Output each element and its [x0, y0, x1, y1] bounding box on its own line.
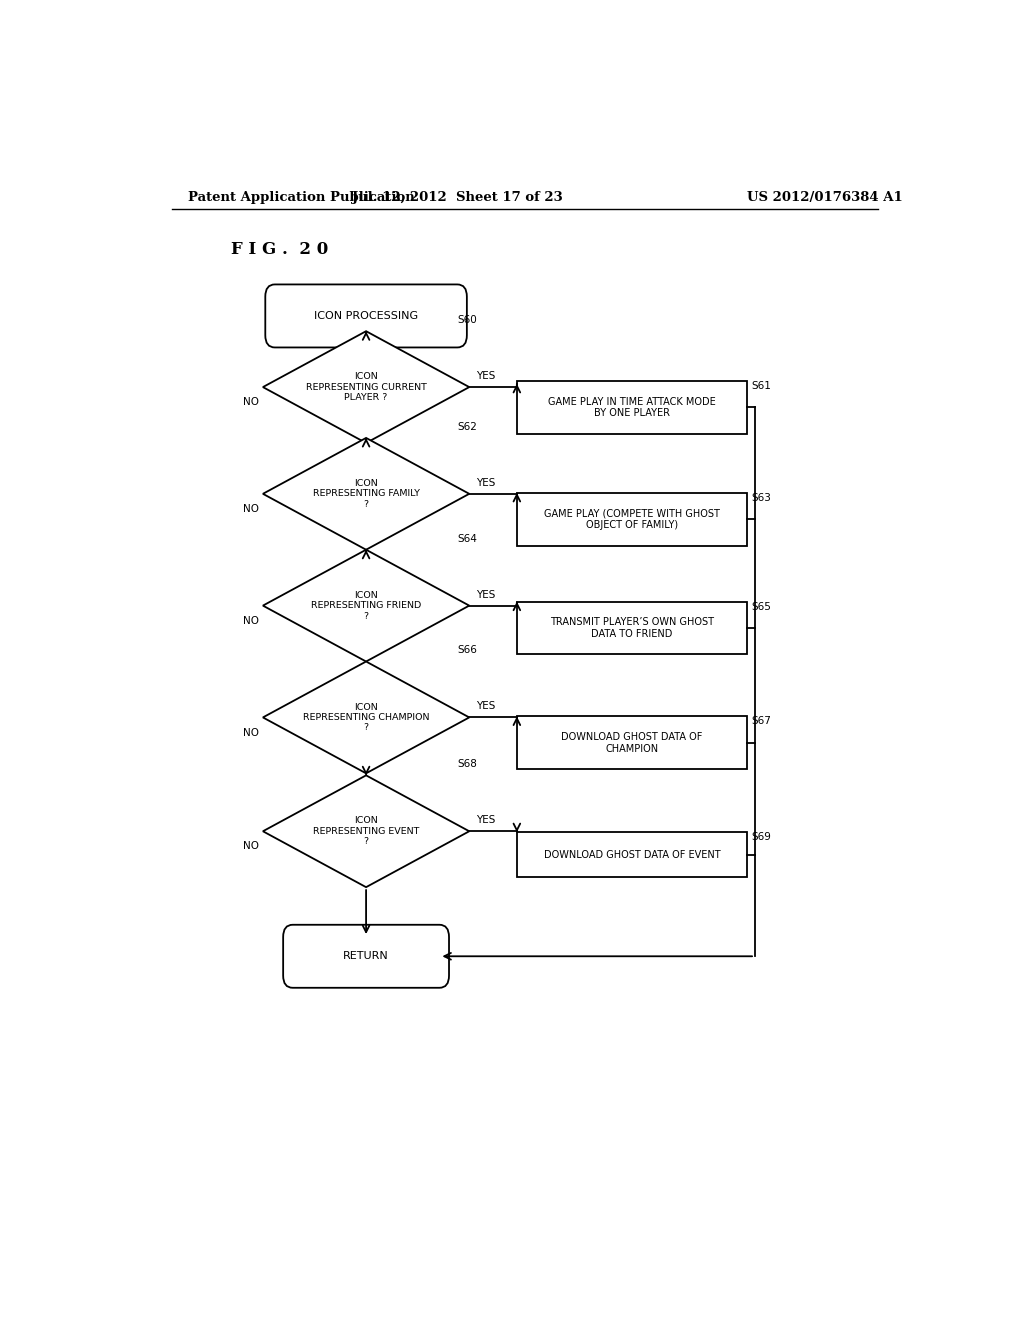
- Polygon shape: [263, 331, 469, 444]
- Text: YES: YES: [475, 590, 495, 599]
- Text: RETURN: RETURN: [343, 952, 389, 961]
- Text: S69: S69: [751, 833, 771, 842]
- Text: NO: NO: [243, 504, 259, 513]
- FancyBboxPatch shape: [265, 284, 467, 347]
- Text: NO: NO: [243, 841, 259, 851]
- Bar: [517, 492, 748, 545]
- Text: YES: YES: [475, 701, 495, 711]
- Polygon shape: [263, 661, 469, 774]
- Polygon shape: [263, 549, 469, 661]
- Text: S62: S62: [458, 422, 477, 432]
- Text: NO: NO: [243, 727, 259, 738]
- Bar: [517, 381, 748, 434]
- Text: NO: NO: [243, 397, 259, 408]
- Text: DOWNLOAD GHOST DATA OF
CHAMPION: DOWNLOAD GHOST DATA OF CHAMPION: [561, 733, 702, 754]
- Text: ICON
REPRESENTING CHAMPION
?: ICON REPRESENTING CHAMPION ?: [303, 702, 429, 733]
- Bar: [517, 717, 748, 770]
- Bar: [517, 602, 748, 655]
- Text: F I G .  2 0: F I G . 2 0: [231, 242, 329, 259]
- Bar: [517, 833, 748, 876]
- Text: YES: YES: [475, 816, 495, 825]
- Text: Patent Application Publication: Patent Application Publication: [187, 190, 415, 203]
- Text: S61: S61: [751, 381, 771, 391]
- Text: S68: S68: [458, 759, 477, 770]
- Text: ICON
REPRESENTING CURRENT
PLAYER ?: ICON REPRESENTING CURRENT PLAYER ?: [305, 372, 427, 403]
- Text: S63: S63: [751, 492, 771, 503]
- Text: S66: S66: [458, 645, 477, 656]
- Text: DOWNLOAD GHOST DATA OF EVENT: DOWNLOAD GHOST DATA OF EVENT: [544, 850, 720, 859]
- Text: S65: S65: [751, 602, 771, 611]
- Text: YES: YES: [475, 478, 495, 487]
- Text: S64: S64: [458, 533, 477, 544]
- Text: Jul. 12, 2012  Sheet 17 of 23: Jul. 12, 2012 Sheet 17 of 23: [352, 190, 563, 203]
- FancyBboxPatch shape: [284, 925, 449, 987]
- Text: NO: NO: [243, 615, 259, 626]
- Polygon shape: [263, 438, 469, 549]
- Text: ICON PROCESSING: ICON PROCESSING: [314, 312, 418, 321]
- Text: TRANSMIT PLAYER’S OWN GHOST
DATA TO FRIEND: TRANSMIT PLAYER’S OWN GHOST DATA TO FRIE…: [550, 618, 714, 639]
- Text: S67: S67: [751, 717, 771, 726]
- Text: S60: S60: [458, 315, 477, 325]
- Text: US 2012/0176384 A1: US 2012/0176384 A1: [748, 190, 903, 203]
- Text: YES: YES: [475, 371, 495, 381]
- Text: ICON
REPRESENTING FRIEND
?: ICON REPRESENTING FRIEND ?: [311, 591, 421, 620]
- Polygon shape: [263, 775, 469, 887]
- Text: GAME PLAY IN TIME ATTACK MODE
BY ONE PLAYER: GAME PLAY IN TIME ATTACK MODE BY ONE PLA…: [548, 396, 716, 418]
- Text: ICON
REPRESENTING EVENT
?: ICON REPRESENTING EVENT ?: [313, 816, 419, 846]
- Text: GAME PLAY (COMPETE WITH GHOST
OBJECT OF FAMILY): GAME PLAY (COMPETE WITH GHOST OBJECT OF …: [544, 508, 720, 531]
- Text: ICON
REPRESENTING FAMILY
?: ICON REPRESENTING FAMILY ?: [312, 479, 420, 508]
